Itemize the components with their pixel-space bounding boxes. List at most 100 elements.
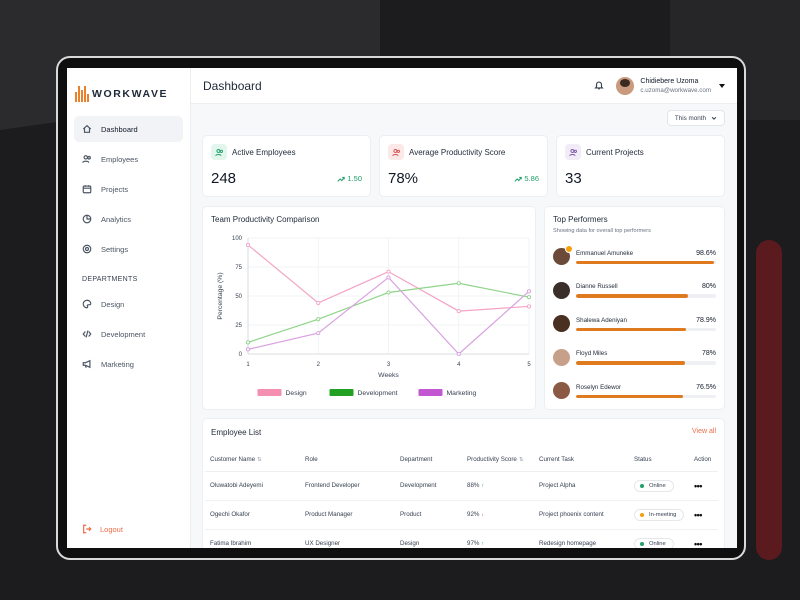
performer-item: Floyd Miles 78% xyxy=(553,341,716,375)
sidebar-item-label: Analytics xyxy=(101,214,132,224)
employee-table: Customer Name ⇅ Role Department Productiv… xyxy=(205,449,718,548)
x-tick-label: 4 xyxy=(457,362,461,368)
table-row[interactable]: Oluwatobi Adeyemi Frontend Developer Devel… xyxy=(205,471,718,501)
data-point-design xyxy=(526,304,532,309)
users-icon xyxy=(82,154,92,164)
cell-role: Product Manager xyxy=(300,500,395,530)
performer-progress-bar xyxy=(576,394,716,398)
laptop-frame: WORKWAVE Dashboard Employees Projects xyxy=(56,56,746,560)
avatar[interactable] xyxy=(616,76,635,95)
performer-progress-fill xyxy=(576,394,684,398)
more-actions-button[interactable]: ••• xyxy=(694,538,702,549)
user-name: Chidiebere Uzoma xyxy=(640,77,699,85)
bell-icon[interactable] xyxy=(594,77,605,95)
x-axis-label: Weeks xyxy=(378,372,399,379)
cell-status: Online xyxy=(629,529,689,548)
app-window: WORKWAVE Dashboard Employees Projects xyxy=(67,68,737,548)
status-badge: Online xyxy=(634,479,674,492)
data-point-marketing xyxy=(245,347,251,352)
sidebar-item-settings[interactable]: Settings xyxy=(74,236,183,262)
x-tick-label: 2 xyxy=(317,362,321,368)
stat-value: 248 xyxy=(211,170,237,187)
legend-swatch-marketing xyxy=(418,389,443,396)
cell-department: Product xyxy=(395,500,462,530)
cell-score: 97% ↑ xyxy=(462,529,534,548)
chevron-down-icon[interactable] xyxy=(719,83,725,88)
megaphone-icon xyxy=(82,359,92,369)
stat-cards: Active Employees 248 1.50 Average Produc… xyxy=(202,135,725,197)
cell-status: In-meeting xyxy=(629,500,689,530)
main-content: Dashboard Chidiebere Uzoma c.uzoma@workw… xyxy=(191,68,737,548)
users-icon xyxy=(211,144,227,160)
sidebar-item-analytics[interactable]: Analytics xyxy=(74,206,183,232)
user-info: Chidiebere Uzoma c.uzoma@workwave.com xyxy=(640,78,711,94)
x-tick-label: 1 xyxy=(246,362,250,368)
y-tick-label: 0 xyxy=(239,352,243,358)
sidebar-item-label: Development xyxy=(101,329,146,339)
palette-icon xyxy=(82,299,92,309)
more-actions-button[interactable]: ••• xyxy=(694,509,702,520)
legend-label-development: Development xyxy=(358,390,398,397)
status-badge: In-meeting xyxy=(634,508,685,521)
stat-label: Average Productivity Score xyxy=(409,147,506,157)
sidebar-item-label: Dashboard xyxy=(101,124,138,134)
sidebar-item-label: Employees xyxy=(101,154,139,164)
data-point-development xyxy=(456,281,461,286)
cell-name: Ogechi Okafor xyxy=(205,500,300,530)
top-bar: Dashboard Chidiebere Uzoma c.uzoma@workw… xyxy=(191,68,737,104)
status-badge: Online xyxy=(634,537,674,548)
data-point-marketing xyxy=(526,289,532,294)
sidebar-item-label: Design xyxy=(101,299,125,309)
column-header-name[interactable]: Customer Name ⇅ xyxy=(205,449,300,472)
performer-progress-bar xyxy=(576,260,716,264)
more-actions-button[interactable]: ••• xyxy=(694,480,702,491)
logout-button[interactable]: Logout xyxy=(82,524,123,534)
sidebar-item-employees[interactable]: Employees xyxy=(74,146,183,172)
performer-item: Emmanuel Amuneke 98.6% xyxy=(553,240,716,274)
user-email: c.uzoma@workwave.com xyxy=(640,86,711,94)
top-performers-title: Top Performers xyxy=(553,215,608,224)
sidebar-item-development[interactable]: Development xyxy=(74,321,183,347)
stat-label: Current Projects xyxy=(586,147,644,157)
logout-label: Logout xyxy=(100,524,123,534)
sidebar: WORKWAVE Dashboard Employees Projects xyxy=(67,68,191,548)
avatar xyxy=(553,245,573,266)
logo-text: WORKWAVE xyxy=(91,88,169,100)
performers-list: Emmanuel Amuneke 98.6% Dianne Russell 80% Sh… xyxy=(553,240,716,408)
cell-score: 92% ↓ xyxy=(462,500,534,530)
table-row[interactable]: Ogechi Okafor Product Manager Product 92% ↓ P… xyxy=(205,500,718,530)
data-point-development xyxy=(316,317,321,322)
data-point-marketing xyxy=(316,331,321,336)
cell-status: Online xyxy=(629,471,689,501)
sidebar-item-marketing[interactable]: Marketing xyxy=(74,351,183,377)
sort-icon[interactable]: ⇅ xyxy=(518,457,524,464)
column-header-action: Action xyxy=(689,449,718,472)
sort-icon[interactable]: ⇅ xyxy=(257,457,262,464)
column-header-role: Role xyxy=(300,449,395,472)
performer-name: Roselyn Edewor xyxy=(576,383,622,391)
sidebar-item-projects[interactable]: Projects xyxy=(74,176,183,202)
cell-task: Project phoenix content xyxy=(534,500,629,530)
employee-list-card: Employee List View all Customer Name ⇅ Ro… xyxy=(202,418,725,548)
stat-label: Active Employees xyxy=(232,147,296,157)
code-icon xyxy=(82,329,92,339)
stat-card-productivity: Average Productivity Score 78% 5.86 xyxy=(379,135,548,197)
chart-title: Team Productivity Comparison xyxy=(211,215,320,224)
view-all-link[interactable]: View all xyxy=(692,428,716,435)
employee-list-title: Employee List xyxy=(211,428,262,437)
column-header-score[interactable]: Productivity Score ⇅ xyxy=(462,449,534,472)
users-icon xyxy=(388,144,404,160)
cell-role: Frontend Developer xyxy=(300,471,395,501)
performer-item: Roselyn Edewor 76.5% xyxy=(553,374,716,408)
sidebar-item-design[interactable]: Design xyxy=(74,291,183,317)
period-filter-dropdown[interactable]: This month xyxy=(666,110,725,126)
table-row[interactable]: Fatima Ibrahim UX Designer Design 97% ↑ Redes… xyxy=(205,529,718,548)
performer-name: Emmanuel Amuneke xyxy=(576,249,634,257)
cell-score: 88% ↑ xyxy=(462,471,534,501)
top-performers-card: Top Performers Showing data for overall … xyxy=(544,206,725,410)
calendar-icon xyxy=(82,184,92,194)
top-performers-subtitle: Showing data for overall top performers xyxy=(553,228,651,234)
performer-progress-bar xyxy=(576,361,716,365)
performer-progress-bar xyxy=(576,294,716,298)
sidebar-item-dashboard[interactable]: Dashboard xyxy=(74,116,183,142)
